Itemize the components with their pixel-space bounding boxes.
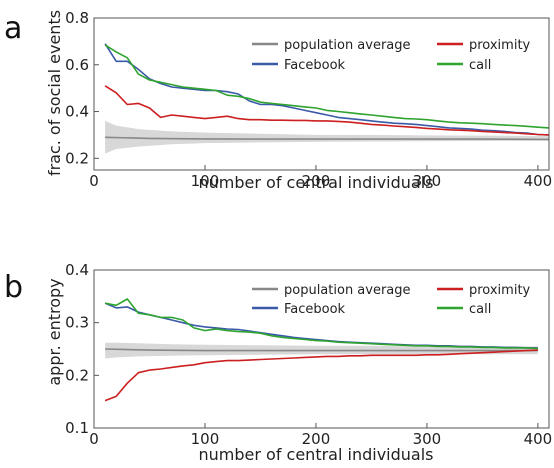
legend-label-proximity: proximity (469, 38, 531, 53)
legend-label-call: call (469, 58, 491, 73)
confidence-band (105, 120, 549, 154)
x-tick-label: 0 (89, 430, 99, 448)
series-line-call (104, 44, 550, 129)
series-line-facebook (104, 43, 550, 136)
y-tick-label: 0.2 (65, 149, 89, 167)
x-tick-label: 400 (524, 430, 553, 448)
x-axis-title: number of central individuals (199, 445, 434, 464)
plot-frame (93, 17, 550, 171)
series-line-proximity (104, 85, 550, 136)
y-tick-label: 0.2 (65, 366, 89, 384)
x-tick-label: 200 (302, 430, 331, 448)
legend-label-population-average: population average (284, 283, 411, 298)
legend: population average Facebook proximity call (252, 283, 531, 317)
y-tick-label: 0.3 (65, 314, 89, 332)
panel-letter: a (4, 11, 22, 46)
series-line-call (104, 298, 538, 350)
x-tick-label: 0 (89, 172, 99, 190)
x-tick-label: 100 (191, 430, 220, 448)
y-tick-label: 0.4 (65, 261, 89, 279)
x-tick-label: 400 (524, 172, 553, 190)
y-tick-label: 0.4 (65, 103, 89, 121)
legend-label-population-average: population average (284, 38, 411, 53)
y-axis-title: frac. of social events (45, 10, 64, 176)
series-line-population-average (105, 136, 550, 141)
series-line-proximity (104, 349, 538, 402)
x-axis-title: number of central individuals (199, 173, 434, 192)
legend-label-facebook: Facebook (284, 302, 346, 317)
x-tick-label: 300 (413, 172, 442, 190)
x-tick-label: 100 (191, 172, 220, 190)
series-line-population-average (105, 348, 538, 352)
legend-label-call: call (469, 302, 491, 317)
legend-label-facebook: Facebook (284, 58, 346, 73)
legend-label-proximity: proximity (469, 283, 531, 298)
plot-frame (93, 269, 550, 429)
x-tick-label: 300 (413, 430, 442, 448)
y-axis-title: appr. entropy (45, 278, 64, 385)
legend: population average Facebook proximity call (252, 38, 531, 73)
panel-letter: b (4, 270, 23, 305)
y-tick-label: 0.1 (65, 419, 89, 437)
panel-b: b appr. entropy number of central indivi… (4, 261, 552, 464)
y-tick-label: 0.8 (65, 9, 89, 27)
x-tick-label: 200 (302, 172, 331, 190)
panel-a: a frac. of social events number of centr… (4, 9, 552, 192)
y-tick-label: 0.6 (65, 56, 89, 74)
